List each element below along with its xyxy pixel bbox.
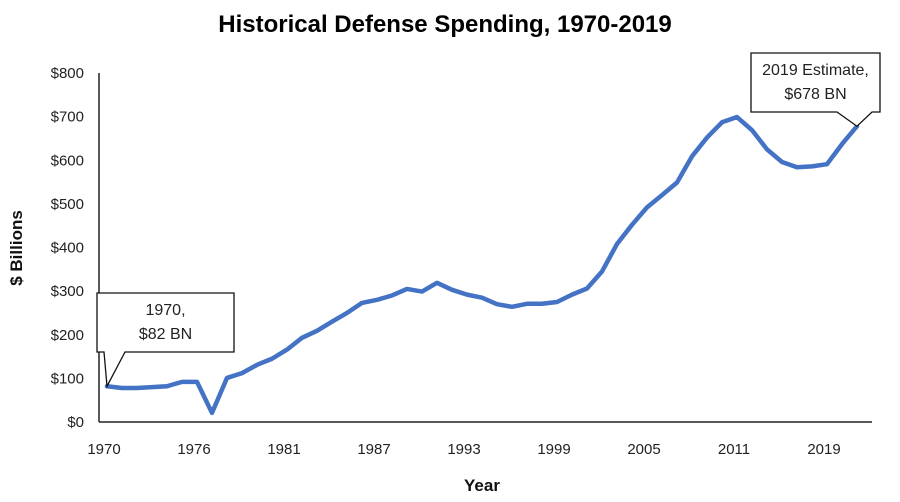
- x-tick-label: 2005: [627, 441, 660, 458]
- y-tick-label: $700: [51, 109, 84, 126]
- y-tick-label: $500: [51, 196, 84, 213]
- annotation-text: $82 BN: [139, 326, 192, 343]
- y-tick-label: $100: [51, 370, 84, 387]
- x-tick-label: 2011: [718, 441, 750, 458]
- x-tick-label: 1999: [537, 441, 570, 458]
- y-tick-label: $600: [51, 152, 84, 169]
- x-axis-label: Year: [464, 476, 500, 495]
- annotation-text: $678 BN: [784, 86, 846, 103]
- x-tick-label: 2019: [807, 441, 840, 458]
- y-tick-label: $800: [51, 65, 84, 82]
- y-tick-label: $200: [51, 327, 84, 344]
- x-tick-label: 1993: [447, 441, 480, 458]
- callout-box: [96, 292, 235, 389]
- y-axis-label: $ Billions: [7, 210, 26, 286]
- callout-box: [750, 52, 881, 128]
- series-line: [104, 114, 860, 416]
- y-tick-label: $0: [67, 414, 84, 431]
- y-tick-label: $400: [51, 240, 84, 257]
- x-tick-label: 1981: [267, 441, 300, 458]
- annotation-callout: 2019 Estimate, $678 BN: [750, 52, 881, 128]
- x-tick-label: 1970: [87, 441, 120, 458]
- annotation-text: 1970,: [145, 302, 185, 319]
- x-tick-label: 1987: [357, 441, 390, 458]
- x-tick-label: 1976: [177, 441, 210, 458]
- annotation-callout: 1970, $82 BN: [96, 292, 235, 389]
- y-tick-label: $300: [51, 283, 84, 300]
- annotation-text: 2019 Estimate,: [762, 62, 869, 79]
- chart-title: Historical Defense Spending, 1970-2019: [218, 11, 672, 38]
